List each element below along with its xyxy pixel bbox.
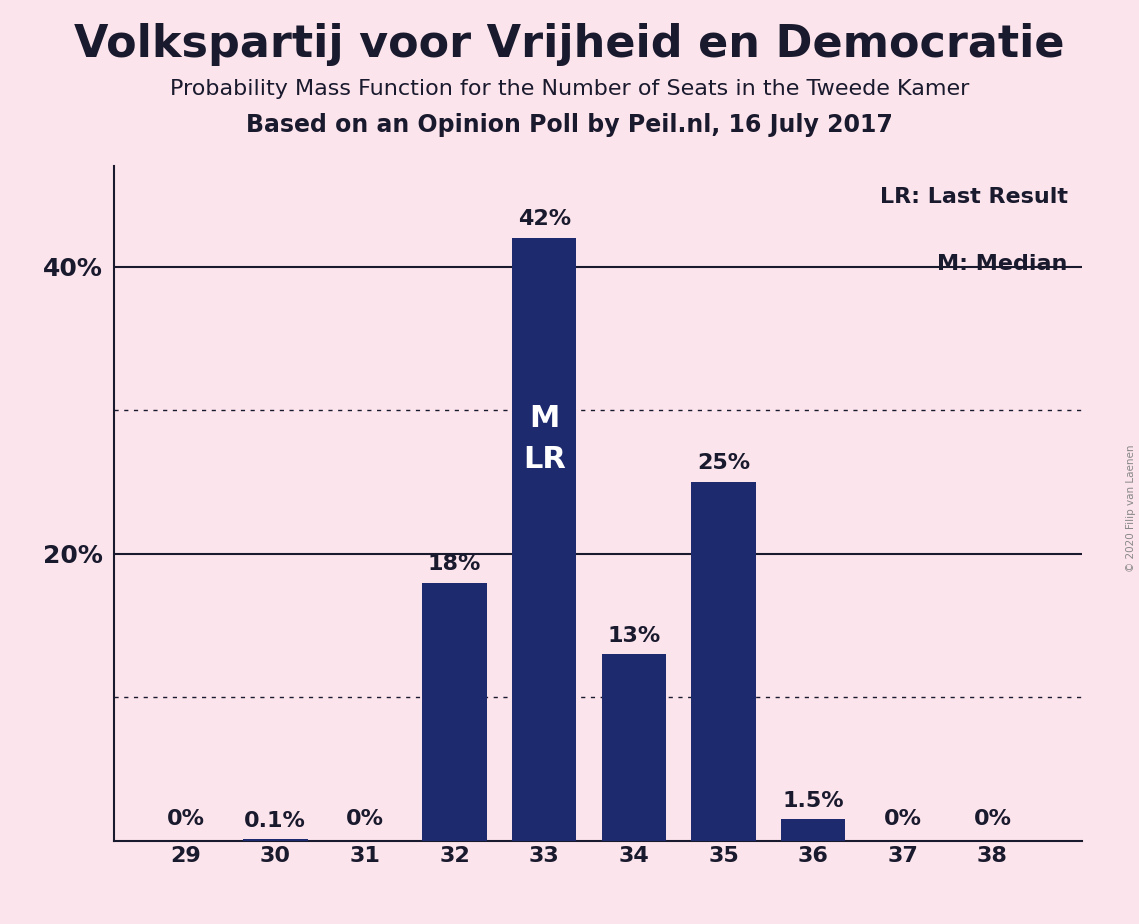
Text: LR: Last Result: LR: Last Result [879,187,1067,207]
Text: 0%: 0% [884,809,921,830]
Text: 0%: 0% [346,809,384,830]
Bar [511,238,576,841]
Text: Probability Mass Function for the Number of Seats in the Tweede Kamer: Probability Mass Function for the Number… [170,79,969,99]
Text: 13%: 13% [607,626,661,646]
Text: 18%: 18% [428,553,482,574]
Text: © 2020 Filip van Laenen: © 2020 Filip van Laenen [1126,444,1136,572]
Bar [601,654,666,841]
Text: Volkspartij voor Vrijheid en Democratie: Volkspartij voor Vrijheid en Democratie [74,23,1065,67]
Text: 0.1%: 0.1% [245,810,306,831]
Text: 0%: 0% [166,809,205,830]
Text: 25%: 25% [697,454,751,473]
Text: Based on an Opinion Poll by Peil.nl, 16 July 2017: Based on an Opinion Poll by Peil.nl, 16 … [246,113,893,137]
Text: 42%: 42% [517,210,571,229]
Bar [243,839,308,841]
Text: 0%: 0% [974,809,1011,830]
Bar [781,820,845,841]
Text: 1.5%: 1.5% [782,791,844,810]
Text: M
LR: M LR [523,404,566,474]
Bar [691,482,756,841]
Bar [423,582,486,841]
Text: M: Median: M: Median [937,254,1067,274]
